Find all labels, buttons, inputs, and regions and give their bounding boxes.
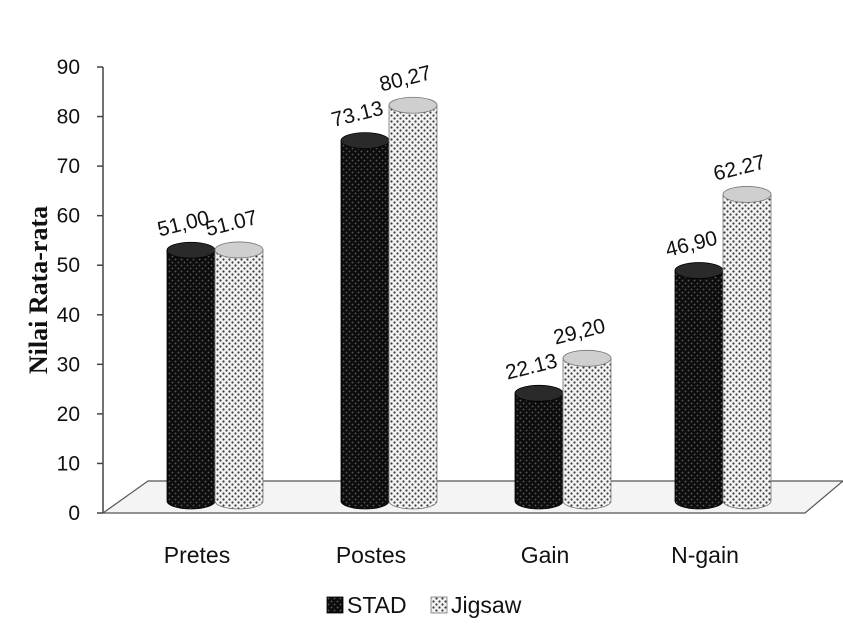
category-label: Gain (521, 542, 570, 568)
data-label: 29,20 (551, 314, 608, 349)
category-label: Pretes (164, 542, 230, 568)
bar-jigsaw-postes (388, 96, 438, 510)
data-label: 80,27 (377, 61, 434, 96)
bar-body (674, 270, 724, 510)
bar-body (388, 104, 438, 510)
category-label: Postes (336, 542, 406, 568)
bar-stad-n-gain (674, 262, 724, 510)
legend-swatch-stad (326, 596, 344, 614)
chart-floor (101, 480, 843, 514)
y-tick-label: 10 (57, 452, 80, 475)
data-label: 51,00 (155, 206, 212, 241)
y-tick-label: 70 (57, 155, 80, 178)
bar-top (340, 132, 390, 150)
y-tick-label: 50 (57, 254, 80, 277)
bar-stad-postes (340, 132, 390, 510)
bar-jigsaw-n-gain (722, 186, 772, 510)
bar-top (562, 349, 612, 367)
bar-top (166, 241, 216, 259)
category-label: N-gain (671, 542, 739, 568)
bar-jigsaw-pretes (214, 241, 264, 510)
bar-stad-pretes (166, 241, 216, 510)
category-labels: Pretes Postes Gain N-gain (164, 542, 739, 568)
bar-body (722, 194, 772, 510)
legend-label-stad: STAD (347, 592, 407, 618)
bar-stad-gain (514, 384, 564, 510)
data-label: 51.07 (203, 206, 260, 241)
y-axis-title: Nilai Rata-rata (24, 206, 53, 374)
floor-plane (101, 480, 843, 514)
bars (166, 96, 772, 510)
bar-top (388, 96, 438, 114)
bar-body (514, 392, 564, 510)
bar-top (674, 262, 724, 279)
y-tick-label: 30 (57, 353, 80, 376)
legend-label-jigsaw: Jigsaw (451, 592, 522, 618)
data-label: 46,90 (663, 227, 720, 262)
y-tick-label: 80 (57, 106, 80, 129)
legend-swatch-jigsaw (430, 596, 448, 614)
bar-top (514, 384, 564, 402)
data-label: 73.13 (329, 97, 386, 132)
bar-body (214, 249, 264, 510)
bar-body (562, 357, 612, 510)
bar-body (166, 249, 216, 510)
y-tick-label: 20 (57, 403, 80, 426)
y-tick-label: 90 (57, 56, 80, 79)
bar-top (722, 186, 772, 203)
legend: STAD Jigsaw (326, 592, 522, 618)
bar-top (214, 241, 264, 259)
bar-jigsaw-gain (562, 349, 612, 510)
data-label: 22.13 (503, 350, 560, 385)
y-axis: 0 10 20 30 40 50 60 70 80 90 (57, 56, 104, 525)
y-tick-label: 40 (57, 304, 80, 327)
data-label: 62.27 (711, 151, 768, 186)
y-tick-label: 60 (57, 205, 80, 228)
bar-body (340, 140, 390, 510)
y-tick-label: 0 (68, 502, 80, 525)
